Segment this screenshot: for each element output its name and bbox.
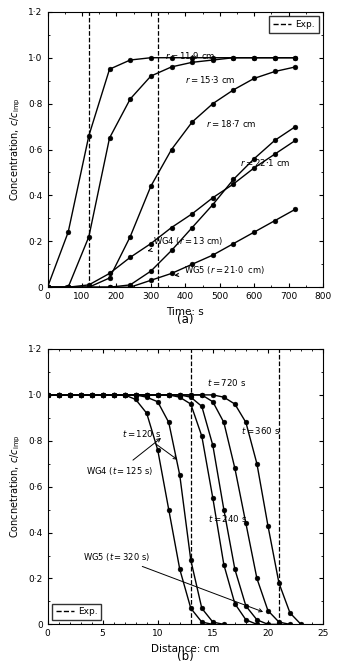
Text: $t = 240$ s: $t = 240$ s bbox=[208, 513, 248, 524]
Text: WG5 ($t = 320$ s): WG5 ($t = 320$ s) bbox=[83, 551, 262, 612]
Y-axis label: Concnetration, $c/c_{\mathrm{imp}}$: Concnetration, $c/c_{\mathrm{imp}}$ bbox=[8, 435, 23, 539]
Text: (a): (a) bbox=[177, 313, 193, 326]
Text: WG4 ($r = 13$ cm): WG4 ($r = 13$ cm) bbox=[149, 235, 223, 252]
Legend: Exp.: Exp. bbox=[269, 17, 319, 33]
X-axis label: Distance: cm: Distance: cm bbox=[151, 644, 220, 654]
Text: $r = 18{\cdot}7$ cm: $r = 18{\cdot}7$ cm bbox=[206, 118, 256, 129]
Text: $t = 360$ s: $t = 360$ s bbox=[241, 425, 281, 436]
X-axis label: Time: s: Time: s bbox=[166, 306, 204, 316]
Text: $r = 11{\cdot}9$ cm: $r = 11{\cdot}9$ cm bbox=[165, 50, 215, 61]
Text: WG4 ($t = 125$ s): WG4 ($t = 125$ s) bbox=[86, 439, 160, 477]
Text: $r = 22{\cdot}1$ cm: $r = 22{\cdot}1$ cm bbox=[240, 157, 291, 168]
Y-axis label: Concentration, $c/c_{\mathrm{imp}}$: Concentration, $c/c_{\mathrm{imp}}$ bbox=[8, 98, 23, 201]
Text: $r = 15{\cdot}3$ cm: $r = 15{\cdot}3$ cm bbox=[185, 74, 236, 85]
Legend: Exp.: Exp. bbox=[52, 603, 101, 620]
Text: (b): (b) bbox=[177, 650, 194, 663]
Text: $t = 720$ s: $t = 720$ s bbox=[207, 377, 246, 388]
Text: WG5 ($r = 21{\cdot}0$  cm): WG5 ($r = 21{\cdot}0$ cm) bbox=[175, 264, 265, 276]
Text: $t = 120$ s: $t = 120$ s bbox=[122, 428, 177, 459]
